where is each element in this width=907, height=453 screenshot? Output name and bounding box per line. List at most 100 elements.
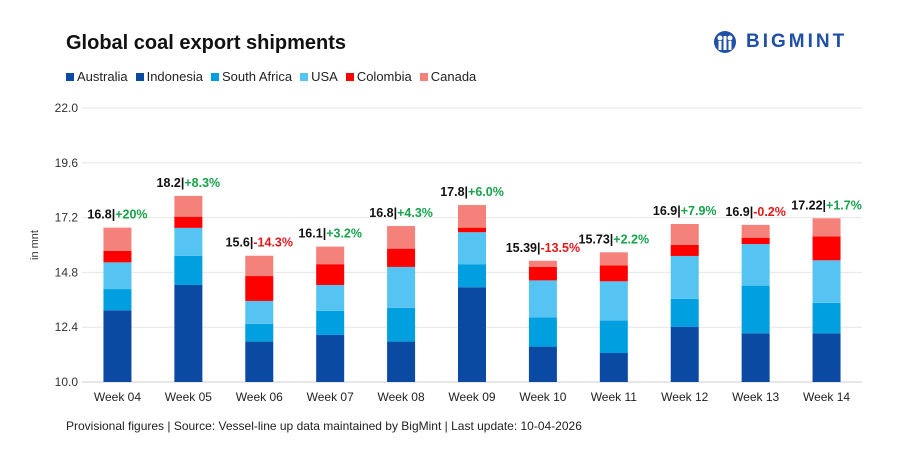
total-label: 15.73|: [579, 232, 614, 246]
y-tick-label: 17.2: [55, 211, 79, 225]
total-label: 16.9|: [725, 205, 753, 219]
bigmint-logo: BIGMINT: [712, 30, 847, 54]
legend-label: Australia: [77, 69, 128, 84]
bar-segment-usa: [812, 260, 841, 303]
bar-segment-colombia: [599, 265, 628, 282]
bar-segment-canada: [245, 255, 274, 277]
change-label: +20%: [115, 208, 147, 222]
data-label: 16.8|+20%: [87, 208, 147, 222]
total-label: 15.6|: [226, 236, 254, 250]
bar-segment-south-africa: [528, 317, 557, 347]
x-tick-label: Week 12: [661, 390, 708, 404]
bar-segment-usa: [103, 262, 132, 290]
bar-segment-colombia: [103, 250, 132, 263]
legend: Australia Indonesia South Africa USA Colombi…: [66, 69, 476, 84]
bar-segment-usa: [599, 281, 628, 321]
bar-segment-usa: [245, 300, 274, 324]
logo-icon: [714, 31, 736, 53]
bar-segment-usa: [670, 255, 699, 299]
bar-segment-south-africa: [670, 298, 699, 327]
bar-segment-colombia: [387, 248, 416, 267]
data-label: 15.73|+2.2%: [579, 232, 650, 246]
legend-swatch: [419, 72, 428, 81]
bar-segment-australia: [599, 353, 628, 382]
bar-segment-canada: [528, 260, 557, 267]
bar-segment-usa: [174, 227, 203, 256]
bar-segment-south-africa: [103, 289, 132, 311]
legend-swatch: [300, 72, 309, 81]
total-label: 17.8|: [440, 185, 468, 199]
bar-segment-usa: [741, 244, 770, 286]
bar-segment-usa: [387, 266, 416, 308]
y-tick-label: 12.4: [55, 320, 79, 334]
legend-item: USA: [300, 69, 338, 84]
data-label: 18.2|+8.3%: [157, 176, 221, 190]
data-label: 15.6|-14.3%: [226, 236, 293, 250]
bar-segment-colombia: [316, 264, 345, 285]
data-label: 16.8|+4.3%: [369, 206, 433, 220]
bar-segment-usa: [458, 232, 486, 265]
total-label: 17.22|: [791, 198, 826, 212]
legend-item: Australia: [66, 69, 128, 84]
bar-segment-usa: [316, 284, 345, 311]
legend-label: Indonesia: [146, 69, 203, 84]
x-tick-label: Week 07: [307, 390, 354, 404]
y-tick-label: 19.6: [55, 156, 79, 170]
bar-segment-south-africa: [599, 320, 628, 354]
change-label: -0.2%: [753, 205, 786, 219]
legend-item: Indonesia: [135, 69, 203, 84]
bar-segment-south-africa: [316, 310, 345, 335]
data-label: 17.22|+1.7%: [791, 198, 862, 212]
y-tick-label: 14.8: [55, 265, 79, 279]
bar-segment-australia: [387, 341, 416, 382]
x-tick-label: Week 14: [803, 390, 850, 404]
change-label: +1.7%: [826, 198, 862, 212]
bar-segment-canada: [599, 252, 628, 266]
bar-segment-colombia: [670, 244, 699, 256]
change-label: +8.3%: [184, 176, 220, 190]
total-label: 16.8|: [369, 206, 397, 220]
legend-label: USA: [311, 69, 338, 84]
bar-segment-australia: [528, 346, 557, 382]
bar-segment-australia: [316, 334, 345, 382]
bar-segment-australia: [670, 326, 699, 382]
x-tick-label: Week 05: [165, 390, 212, 404]
data-label: 16.9|+7.9%: [653, 204, 717, 218]
legend-label: South Africa: [221, 69, 293, 84]
total-label: 16.8|: [87, 208, 115, 222]
change-label: -14.3%: [253, 236, 293, 250]
logo-text: BIGMINT: [746, 31, 848, 52]
change-label: +3.2%: [326, 227, 362, 241]
x-tick-label: Week 11: [591, 390, 638, 404]
bar-segment-colombia: [528, 266, 557, 281]
bar-segment-colombia: [812, 236, 841, 261]
bar-segment-colombia: [458, 227, 486, 233]
bar-segment-canada: [316, 246, 345, 265]
legend-swatch: [66, 72, 74, 81]
change-label: +7.9%: [681, 204, 717, 218]
bar-segment-south-africa: [245, 323, 274, 342]
bar-segment-canada: [812, 218, 841, 237]
x-tick-label: Week 08: [378, 390, 425, 404]
bar-segment-australia: [812, 333, 841, 382]
bar-segment-colombia: [174, 216, 203, 228]
change-label: +2.2%: [613, 232, 649, 246]
bar-segment-canada: [387, 226, 416, 249]
data-label: 15.39|-13.5%: [506, 241, 580, 255]
change-label: -13.5%: [540, 241, 580, 255]
change-label: +4.3%: [397, 206, 433, 220]
data-label: 17.8|+6.0%: [440, 185, 504, 199]
legend-item: South Africa: [210, 69, 293, 84]
footer-note: Provisional figures | Source: Vessel-lin…: [66, 419, 582, 433]
y-tick-label: 10.0: [55, 375, 79, 389]
bar-segment-usa: [528, 280, 557, 318]
chart-title: Global coal export shipments: [66, 32, 347, 54]
data-label: 16.1|+3.2%: [298, 227, 362, 241]
total-label: 16.1|: [298, 227, 326, 241]
legend-label: Colombia: [356, 69, 412, 84]
bar-segment-colombia: [245, 276, 274, 301]
legend-swatch: [345, 72, 354, 81]
total-label: 18.2|: [157, 176, 185, 190]
legend-item: Colombia: [345, 69, 412, 84]
